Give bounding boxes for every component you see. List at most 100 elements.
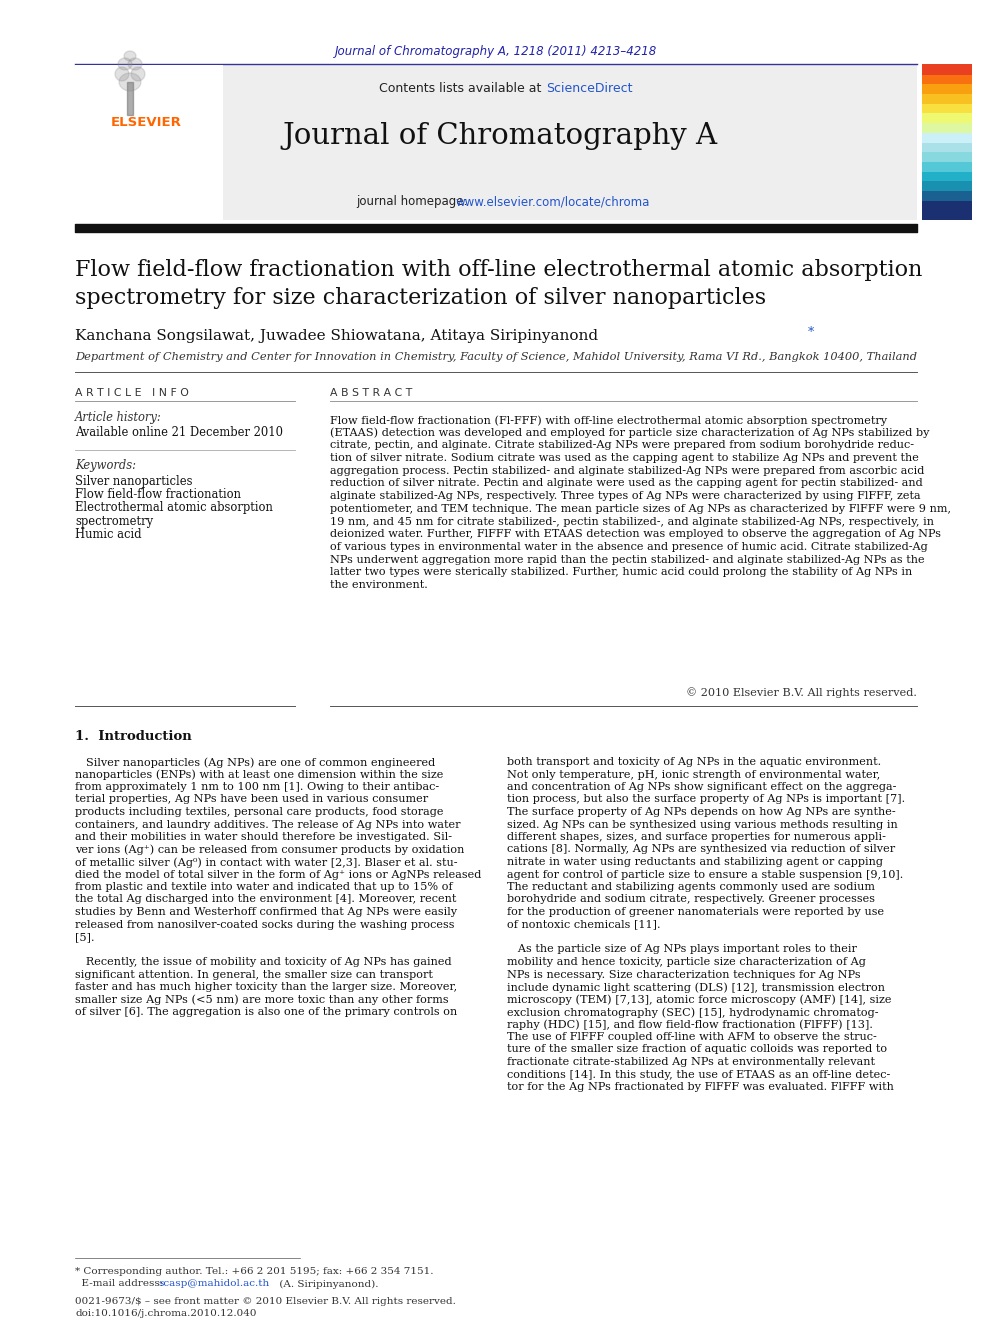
FancyBboxPatch shape [922, 191, 972, 201]
Text: the environment.: the environment. [330, 579, 428, 590]
Text: Humic acid: Humic acid [75, 528, 142, 541]
Text: Flow field-flow fractionation (Fl-FFF) with off-line electrothermal atomic absor: Flow field-flow fractionation (Fl-FFF) w… [330, 415, 887, 426]
FancyBboxPatch shape [922, 210, 972, 220]
Text: cations [8]. Normally, Ag NPs are synthesized via reduction of silver: cations [8]. Normally, Ag NPs are synthe… [507, 844, 895, 855]
Text: The reductant and stabilizing agents commonly used are sodium: The reductant and stabilizing agents com… [507, 882, 875, 892]
Text: Flow field-flow fractionation: Flow field-flow fractionation [75, 488, 241, 501]
Text: borohydride and sodium citrate, respectively. Greener processes: borohydride and sodium citrate, respecti… [507, 894, 875, 905]
Text: from plastic and textile into water and indicated that up to 15% of: from plastic and textile into water and … [75, 882, 452, 892]
Text: journal homepage:: journal homepage: [356, 196, 471, 209]
Text: Contents lists available at: Contents lists available at [379, 82, 545, 95]
Text: Recently, the issue of mobility and toxicity of Ag NPs has gained: Recently, the issue of mobility and toxi… [75, 957, 451, 967]
Text: NPs underwent aggregation more rapid than the pectin stabilized- and alginate st: NPs underwent aggregation more rapid tha… [330, 554, 925, 565]
FancyBboxPatch shape [75, 65, 917, 220]
Text: of silver [6]. The aggregation is also one of the primary controls on: of silver [6]. The aggregation is also o… [75, 1007, 457, 1017]
Text: ELSEVIER: ELSEVIER [111, 115, 182, 128]
Polygon shape [127, 82, 133, 115]
Text: exclusion chromatography (SEC) [15], hydrodynamic chromatog-: exclusion chromatography (SEC) [15], hyd… [507, 1007, 879, 1017]
Text: spectrometry: spectrometry [75, 515, 153, 528]
Text: (ETAAS) detection was developed and employed for particle size characterization : (ETAAS) detection was developed and empl… [330, 427, 930, 438]
Text: terial properties, Ag NPs have been used in various consumer: terial properties, Ag NPs have been used… [75, 795, 429, 804]
Text: [5].: [5]. [75, 931, 94, 942]
Polygon shape [124, 52, 136, 61]
Text: smaller size Ag NPs (<5 nm) are more toxic than any other forms: smaller size Ag NPs (<5 nm) are more tox… [75, 995, 448, 1005]
Text: and concentration of Ag NPs show significant effect on the aggrega-: and concentration of Ag NPs show signifi… [507, 782, 897, 792]
Text: potentiometer, and TEM technique. The mean particle sizes of Ag NPs as character: potentiometer, and TEM technique. The me… [330, 504, 951, 513]
Text: for the production of greener nanomaterials were reported by use: for the production of greener nanomateri… [507, 908, 884, 917]
FancyBboxPatch shape [922, 200, 972, 210]
FancyBboxPatch shape [922, 171, 972, 181]
Text: scasp@mahidol.ac.th: scasp@mahidol.ac.th [158, 1279, 269, 1289]
Text: tion of silver nitrate. Sodium citrate was used as the capping agent to stabiliz: tion of silver nitrate. Sodium citrate w… [330, 452, 919, 463]
Text: Flow field-flow fractionation with off-line electrothermal atomic absorption: Flow field-flow fractionation with off-l… [75, 259, 923, 280]
Text: Silver nanoparticles: Silver nanoparticles [75, 475, 192, 487]
Text: Journal of Chromatography A, 1218 (2011) 4213–4218: Journal of Chromatography A, 1218 (2011)… [335, 45, 657, 58]
Text: Kanchana Songsilawat, Juwadee Shiowatana, Atitaya Siripinyanond: Kanchana Songsilawat, Juwadee Shiowatana… [75, 329, 598, 343]
Text: agent for control of particle size to ensure a stable suspension [9,10].: agent for control of particle size to en… [507, 869, 904, 880]
Text: Department of Chemistry and Center for Innovation in Chemistry, Faculty of Scien: Department of Chemistry and Center for I… [75, 352, 917, 363]
FancyBboxPatch shape [922, 132, 972, 143]
Text: The surface property of Ag NPs depends on how Ag NPs are synthe-: The surface property of Ag NPs depends o… [507, 807, 896, 818]
Text: Silver nanoparticles (Ag NPs) are one of common engineered: Silver nanoparticles (Ag NPs) are one of… [75, 757, 435, 767]
Text: nanoparticles (ENPs) with at least one dimension within the size: nanoparticles (ENPs) with at least one d… [75, 770, 443, 781]
Text: significant attention. In general, the smaller size can transport: significant attention. In general, the s… [75, 970, 433, 979]
Text: died the model of total silver in the form of Ag⁺ ions or AgNPs released: died the model of total silver in the fo… [75, 869, 481, 880]
Text: 0021-9673/$ – see front matter © 2010 Elsevier B.V. All rights reserved.: 0021-9673/$ – see front matter © 2010 El… [75, 1297, 456, 1306]
Polygon shape [118, 58, 132, 70]
FancyBboxPatch shape [922, 142, 972, 152]
Text: faster and has much higher toxicity than the larger size. Moreover,: faster and has much higher toxicity than… [75, 982, 457, 992]
Text: Journal of Chromatography A: Journal of Chromatography A [283, 122, 717, 149]
Text: * Corresponding author. Tel.: +66 2 201 5195; fax: +66 2 354 7151.: * Corresponding author. Tel.: +66 2 201 … [75, 1266, 434, 1275]
Text: www.elsevier.com/locate/chroma: www.elsevier.com/locate/chroma [455, 196, 650, 209]
FancyBboxPatch shape [922, 103, 972, 114]
FancyBboxPatch shape [75, 65, 223, 220]
FancyBboxPatch shape [922, 112, 972, 123]
FancyBboxPatch shape [922, 74, 972, 85]
Text: Article history:: Article history: [75, 410, 162, 423]
Text: sized. Ag NPs can be synthesized using various methods resulting in: sized. Ag NPs can be synthesized using v… [507, 819, 898, 830]
Text: Keywords:: Keywords: [75, 459, 136, 472]
Text: include dynamic light scattering (DLS) [12], transmission electron: include dynamic light scattering (DLS) [… [507, 982, 885, 992]
Text: spectrometry for size characterization of silver nanoparticles: spectrometry for size characterization o… [75, 287, 766, 310]
Text: released from nanosilver-coated socks during the washing process: released from nanosilver-coated socks du… [75, 919, 454, 930]
Polygon shape [115, 67, 129, 81]
Polygon shape [119, 73, 141, 91]
Text: studies by Benn and Westerhoff confirmed that Ag NPs were easily: studies by Benn and Westerhoff confirmed… [75, 908, 457, 917]
Text: ture of the smaller size fraction of aquatic colloids was reported to: ture of the smaller size fraction of aqu… [507, 1044, 887, 1054]
FancyBboxPatch shape [922, 94, 972, 103]
FancyBboxPatch shape [922, 83, 972, 94]
Text: E-mail address:: E-mail address: [75, 1279, 167, 1289]
Text: (A. Siripinyanond).: (A. Siripinyanond). [276, 1279, 379, 1289]
FancyBboxPatch shape [922, 123, 972, 132]
Text: from approximately 1 nm to 100 nm [1]. Owing to their antibac-: from approximately 1 nm to 100 nm [1]. O… [75, 782, 439, 792]
Text: alginate stabilized-Ag NPs, respectively. Three types of Ag NPs were characteriz: alginate stabilized-Ag NPs, respectively… [330, 491, 921, 501]
Text: microscopy (TEM) [7,13], atomic force microscopy (AMF) [14], size: microscopy (TEM) [7,13], atomic force mi… [507, 995, 892, 1005]
Text: doi:10.1016/j.chroma.2010.12.040: doi:10.1016/j.chroma.2010.12.040 [75, 1310, 257, 1319]
Text: 19 nm, and 45 nm for citrate stabilized-, pectin stabilized-, and alginate stabi: 19 nm, and 45 nm for citrate stabilized-… [330, 516, 934, 527]
Text: fractionate citrate-stabilized Ag NPs at environmentally relevant: fractionate citrate-stabilized Ag NPs at… [507, 1057, 875, 1068]
FancyBboxPatch shape [922, 181, 972, 191]
FancyBboxPatch shape [922, 65, 972, 74]
Text: nitrate in water using reductants and stabilizing agent or capping: nitrate in water using reductants and st… [507, 857, 883, 867]
Text: both transport and toxicity of Ag NPs in the aquatic environment.: both transport and toxicity of Ag NPs in… [507, 757, 881, 767]
Text: A R T I C L E   I N F O: A R T I C L E I N F O [75, 388, 188, 398]
Text: of nontoxic chemicals [11].: of nontoxic chemicals [11]. [507, 919, 661, 930]
Text: latter two types were sterically stabilized. Further, humic acid could prolong t: latter two types were sterically stabili… [330, 568, 913, 577]
Text: conditions [14]. In this study, the use of ETAAS as an off-line detec-: conditions [14]. In this study, the use … [507, 1069, 890, 1080]
Text: and their mobilities in water should therefore be investigated. Sil-: and their mobilities in water should the… [75, 832, 452, 841]
Text: citrate, pectin, and alginate. Citrate stabilized-Ag NPs were prepared from sodi: citrate, pectin, and alginate. Citrate s… [330, 441, 914, 450]
Text: A B S T R A C T: A B S T R A C T [330, 388, 413, 398]
Text: raphy (HDC) [15], and flow field-flow fractionation (FlFFF) [13].: raphy (HDC) [15], and flow field-flow fr… [507, 1020, 873, 1031]
Text: of various types in environmental water in the absence and presence of humic aci: of various types in environmental water … [330, 542, 928, 552]
FancyBboxPatch shape [922, 152, 972, 161]
Text: ScienceDirect: ScienceDirect [546, 82, 633, 95]
Text: As the particle size of Ag NPs plays important roles to their: As the particle size of Ag NPs plays imp… [507, 945, 857, 954]
Text: mobility and hence toxicity, particle size characterization of Ag: mobility and hence toxicity, particle si… [507, 957, 866, 967]
Text: the total Ag discharged into the environment [4]. Moreover, recent: the total Ag discharged into the environ… [75, 894, 456, 905]
Text: of metallic silver (Ag⁰) in contact with water [2,3]. Blaser et al. stu-: of metallic silver (Ag⁰) in contact with… [75, 857, 457, 868]
Text: aggregation process. Pectin stabilized- and alginate stabilized-Ag NPs were prep: aggregation process. Pectin stabilized- … [330, 466, 925, 476]
Polygon shape [131, 67, 145, 81]
Text: products including textiles, personal care products, food storage: products including textiles, personal ca… [75, 807, 443, 818]
Polygon shape [128, 58, 142, 70]
Text: reduction of silver nitrate. Pectin and alginate were used as the capping agent : reduction of silver nitrate. Pectin and … [330, 479, 923, 488]
